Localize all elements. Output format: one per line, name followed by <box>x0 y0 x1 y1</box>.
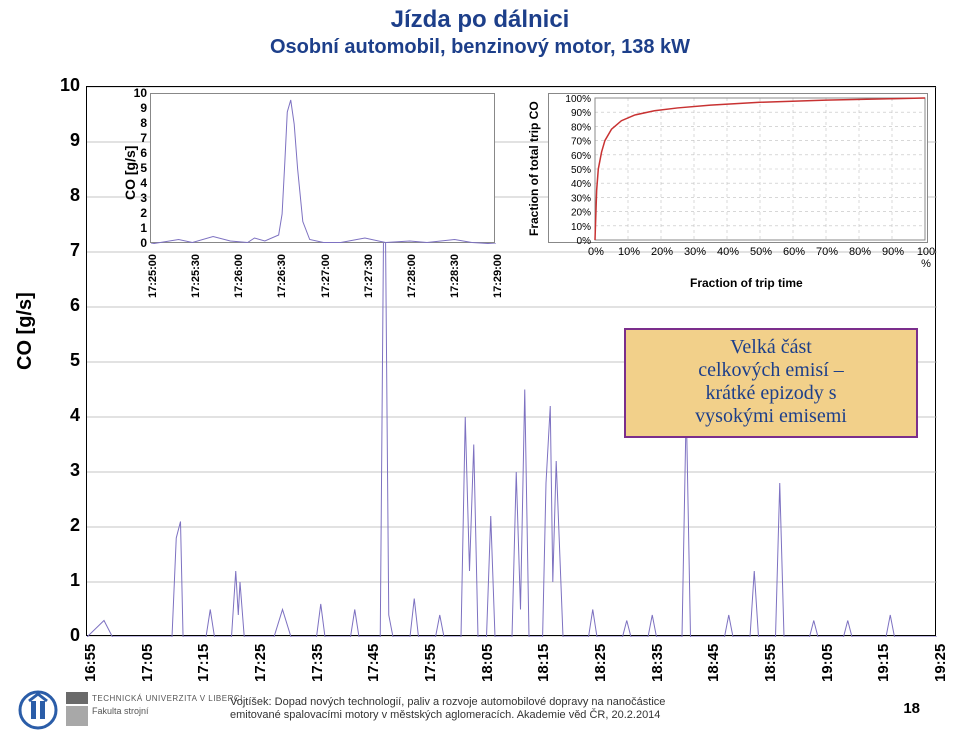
subtitle: Osobní automobil, benzinový motor, 138 k… <box>0 36 960 59</box>
main-xtick: 17:55 <box>422 644 439 682</box>
main-xtick: 18:05 <box>479 644 496 682</box>
cdf-xtick: 30% <box>681 246 709 258</box>
main-xtick: 18:45 <box>705 644 722 682</box>
tul-logo-icon <box>66 692 88 726</box>
cdf-xtick: 80% <box>846 246 874 258</box>
cdf-xlabel: Fraction of trip time <box>690 276 803 290</box>
page: Jízda po dálnici Osobní automobil, benzi… <box>0 0 960 738</box>
main-xtick: 19:25 <box>932 644 949 682</box>
inset-chart-svg <box>151 94 496 244</box>
main-xtick: 17:45 <box>365 644 382 682</box>
inset-ytick: 5 <box>132 161 147 175</box>
callout-line: celkových emisí – <box>630 359 912 382</box>
callout-line: krátké epizody s <box>630 382 912 405</box>
ctu-logo-icon <box>18 690 58 730</box>
main-xtick: 16:55 <box>82 644 99 682</box>
inset-ytick: 1 <box>132 221 147 235</box>
footer: TECHNICKÁ UNIVERZITA V LIBERCI Fakulta s… <box>0 690 960 734</box>
main-ylabel: CO [g/s] <box>14 292 37 370</box>
callout-line: vysokými emisemi <box>630 405 912 428</box>
cdf-chart-svg: 0% 10% 20% 30% 40% 50% 60% 70% 80% 90% 100% <box>549 94 929 244</box>
inset-ytick: 10 <box>132 86 147 100</box>
cdf-ytick: 20% <box>571 208 591 219</box>
footer-text: Vojtíšek: Dopad nových technologií, pali… <box>230 696 665 722</box>
cdf-ytick: 30% <box>571 193 591 204</box>
main-ytick: 8 <box>54 185 80 206</box>
cdf-ytick: 100% <box>565 94 591 105</box>
inset-xtick: 17:28:30 <box>449 254 461 298</box>
inset-ytick: 3 <box>132 191 147 205</box>
main-ytick: 3 <box>54 460 80 481</box>
main-xtick: 17:25 <box>252 644 269 682</box>
tul-logo: TECHNICKÁ UNIVERZITA V LIBERCI Fakulta s… <box>66 692 88 726</box>
main-ytick: 5 <box>54 350 80 371</box>
callout-box: Velká částcelkových emisí –krátké epizod… <box>624 328 918 438</box>
cdf-ytick: 40% <box>571 179 591 190</box>
page-number: 18 <box>903 700 920 717</box>
cdf-xtick: 10% <box>615 246 643 258</box>
inset-ytick: 2 <box>132 206 147 220</box>
title-area: Jízda po dálnici Osobní automobil, benzi… <box>0 0 960 59</box>
main-ytick: 4 <box>54 405 80 426</box>
cdf-ytick: 0% <box>577 236 592 244</box>
inset-xtick: 17:29:00 <box>492 254 504 298</box>
cdf-xtick: 0% <box>582 246 610 258</box>
inset-xtick: 17:27:00 <box>320 254 332 298</box>
inset-ytick: 7 <box>132 131 147 145</box>
cdf-xtick: 70% <box>813 246 841 258</box>
callout-line: Velká část <box>630 336 912 359</box>
cdf-ytick: 90% <box>571 108 591 119</box>
main-ytick: 10 <box>54 75 80 96</box>
inset-ytick: 6 <box>132 146 147 160</box>
cdf-ytick: 80% <box>571 122 591 133</box>
cdf-ytick: 60% <box>571 151 591 162</box>
main-ytick: 6 <box>54 295 80 316</box>
inset-ytick: 0 <box>132 236 147 250</box>
cdf-ylabel: Fraction of total trip CO <box>527 101 541 236</box>
cdf-ytick: 50% <box>571 165 591 176</box>
inset-xtick: 17:25:30 <box>190 254 202 298</box>
cdf-chart: 0% 10% 20% 30% 40% 50% 60% 70% 80% 90% 100% <box>548 93 928 243</box>
tul-text2: Fakulta strojní <box>92 706 149 716</box>
cdf-xtick: 90% <box>879 246 907 258</box>
main-xtick: 18:15 <box>535 644 552 682</box>
main-xtick: 19:05 <box>819 644 836 682</box>
cdf-xtick: 20% <box>648 246 676 258</box>
inset-xtick: 17:27:30 <box>363 254 375 298</box>
inset-ytick: 9 <box>132 101 147 115</box>
inset-ytick: 8 <box>132 116 147 130</box>
cdf-ytick: 70% <box>571 137 591 148</box>
cdf-ytick: 10% <box>571 222 591 233</box>
main-xtick: 19:15 <box>875 644 892 682</box>
cdf-xtick: 60% <box>780 246 808 258</box>
tul-text1: TECHNICKÁ UNIVERZITA V LIBERCI <box>92 694 243 703</box>
title: Jízda po dálnici <box>0 6 960 34</box>
cdf-xtick: 100 % <box>912 246 940 270</box>
main-xtick: 17:05 <box>139 644 156 682</box>
main-ytick: 9 <box>54 130 80 151</box>
main-ytick: 2 <box>54 515 80 536</box>
inset-ytick: 4 <box>132 176 147 190</box>
main-xtick: 17:15 <box>195 644 212 682</box>
main-xtick: 18:55 <box>762 644 779 682</box>
main-xtick: 18:35 <box>649 644 666 682</box>
main-xtick: 17:35 <box>309 644 326 682</box>
main-xtick: 18:25 <box>592 644 609 682</box>
main-ytick: 0 <box>54 625 80 646</box>
inset-xtick: 17:26:00 <box>233 254 245 298</box>
cdf-xtick: 50% <box>747 246 775 258</box>
inset-chart <box>150 93 495 243</box>
footer-line1: Vojtíšek: Dopad nových technologií, pali… <box>230 696 665 708</box>
inset-xtick: 17:25:00 <box>147 254 159 298</box>
main-ytick: 1 <box>54 570 80 591</box>
footer-line2: emitované spalovacími motory v městských… <box>230 709 660 721</box>
inset-xtick: 17:26:30 <box>276 254 288 298</box>
main-ytick: 7 <box>54 240 80 261</box>
inset-xtick: 17:28:00 <box>406 254 418 298</box>
cdf-xtick: 40% <box>714 246 742 258</box>
